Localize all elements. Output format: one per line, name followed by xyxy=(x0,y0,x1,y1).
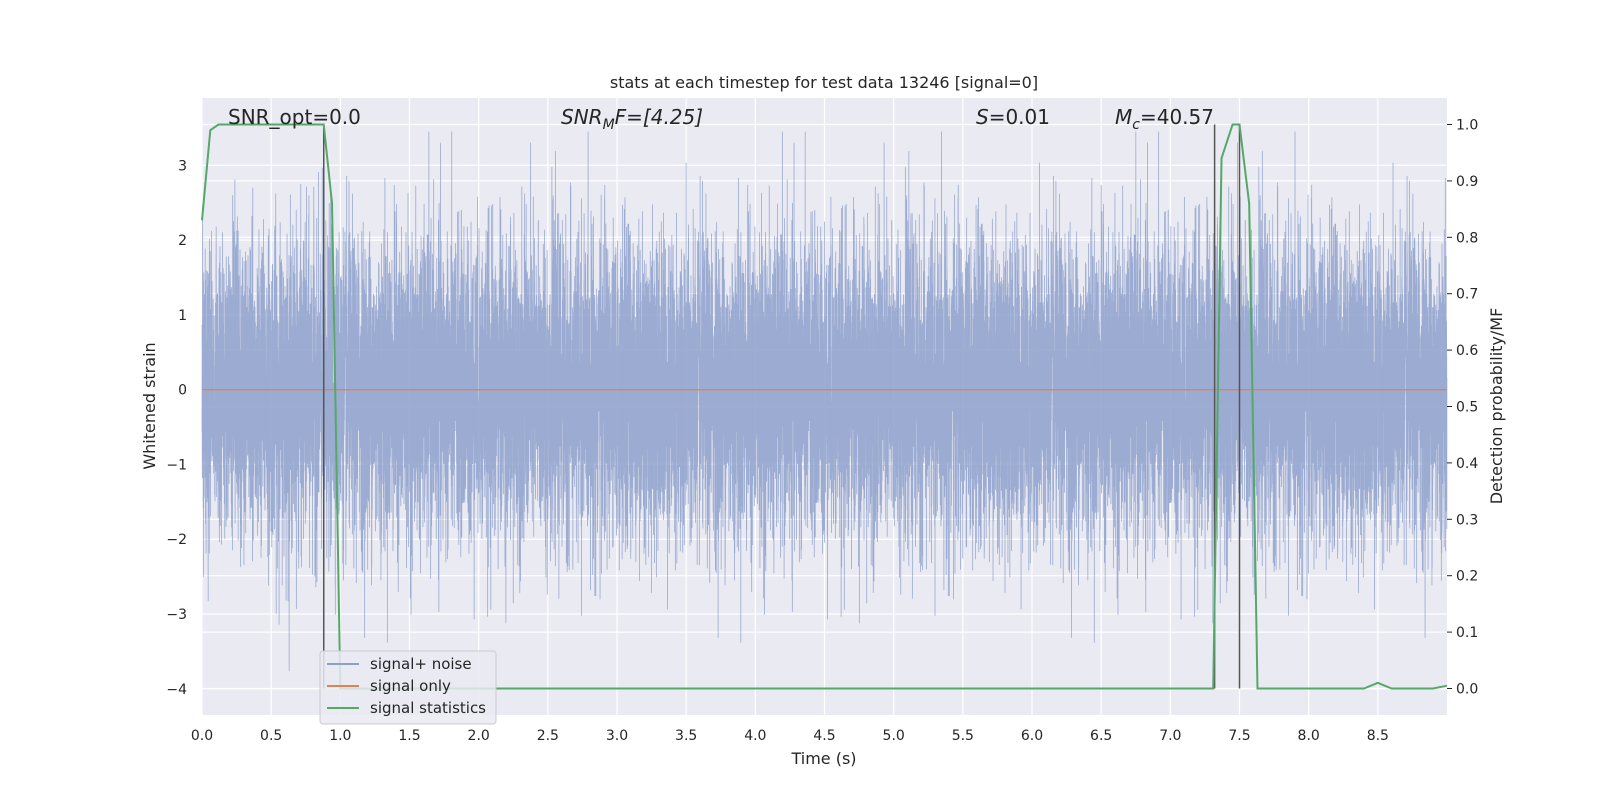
y-tick-label: −1 xyxy=(166,457,187,473)
x-tick-label: 5.0 xyxy=(883,728,905,744)
legend: signal+ noise signal only signal statist… xyxy=(319,650,497,725)
annotation-s: S=0.01 xyxy=(976,105,1050,129)
x-tick-label: 6.5 xyxy=(1090,728,1112,744)
legend-box xyxy=(319,650,497,725)
y-right-tick-label: 0.8 xyxy=(1456,230,1478,246)
y-right-tick-label: 0.0 xyxy=(1456,681,1478,697)
snr-mf-sub: M xyxy=(603,117,615,133)
y-right-tick-label: 0.6 xyxy=(1456,343,1478,359)
y-tick-label: 2 xyxy=(178,233,187,249)
y-right-tick-label: 0.9 xyxy=(1456,174,1478,190)
annotation-snr-opt: SNR_opt=0.0 xyxy=(228,105,361,129)
mc-value: =40.57 xyxy=(1140,105,1214,129)
x-tick-label: 8.0 xyxy=(1298,728,1320,744)
x-tick-label: 1.0 xyxy=(329,728,351,744)
x-tick-label: 7.5 xyxy=(1228,728,1250,744)
s-value: =0.01 xyxy=(989,105,1050,129)
y-tick-label: 3 xyxy=(178,158,187,174)
annotation-snr-mf: SNRMF=[4.25] xyxy=(561,105,703,133)
x-tick-label: 1.5 xyxy=(398,728,420,744)
x-tick-label: 3.5 xyxy=(675,728,697,744)
y-tick-label: 1 xyxy=(178,308,187,324)
mc-base: M xyxy=(1115,105,1132,129)
x-tick-label: 4.0 xyxy=(744,728,766,744)
signal-statistics-line xyxy=(201,123,1448,690)
legend-label-signal-statistics: signal statistics xyxy=(370,699,486,717)
annotation-mc: Mc=40.57 xyxy=(1115,105,1214,133)
x-tick-label: 8.5 xyxy=(1367,728,1389,744)
snr-mf-base: SNR xyxy=(561,105,603,129)
x-tick-label: 0.0 xyxy=(191,728,213,744)
series-signal-statistics xyxy=(201,123,1448,690)
x-axis-label: Time (s) xyxy=(790,749,856,768)
y-axis-ticks: −4 −3 −2 −1 0 1 2 3 xyxy=(166,158,187,698)
mc-sub: c xyxy=(1132,117,1140,133)
y-tick-label: −3 xyxy=(166,607,187,623)
x-tick-label: 7.0 xyxy=(1159,728,1181,744)
y-right-tick-label: 1.0 xyxy=(1456,118,1478,134)
x-tick-label: 5.5 xyxy=(952,728,974,744)
x-tick-label: 3.0 xyxy=(606,728,628,744)
s-label: S xyxy=(976,105,989,129)
y-right-tick-label: 0.2 xyxy=(1456,569,1478,585)
y-right-tick-label: 0.5 xyxy=(1456,400,1478,416)
y-axis-label: Whitened strain xyxy=(140,342,159,469)
x-tick-label: 2.0 xyxy=(468,728,490,744)
x-tick-label: 0.5 xyxy=(260,728,282,744)
x-tick-label: 4.5 xyxy=(813,728,835,744)
y-right-axis-ticks: 0.0 0.1 0.2 0.3 0.4 0.5 0.6 0.7 0.8 0.9 1.0 xyxy=(1447,118,1478,697)
chart-title: stats at each timestep for test data 132… xyxy=(610,73,1038,92)
y-tick-label: −4 xyxy=(166,682,187,698)
snr-mf-rest: F=[4.25] xyxy=(615,105,703,129)
y-tick-label: 0 xyxy=(178,383,187,399)
legend-label-signal-plus-noise: signal+ noise xyxy=(370,655,472,673)
y-right-tick-label: 0.3 xyxy=(1456,512,1478,528)
y-right-axis-label: Detection probability/MF xyxy=(1487,308,1506,505)
x-tick-label: 2.5 xyxy=(537,728,559,744)
y-right-tick-label: 0.4 xyxy=(1456,456,1478,472)
y-right-tick-label: 0.1 xyxy=(1456,625,1478,641)
x-axis-ticks: 0.0 0.5 1.0 1.5 2.0 2.5 3.0 3.5 4.0 4.5 5.0 5.5 6.0 6… xyxy=(191,728,1389,744)
x-tick-label: 6.0 xyxy=(1021,728,1043,744)
legend-label-signal-only: signal only xyxy=(370,677,451,695)
y-tick-label: −2 xyxy=(166,532,187,548)
y-right-tick-label: 0.7 xyxy=(1456,287,1478,303)
